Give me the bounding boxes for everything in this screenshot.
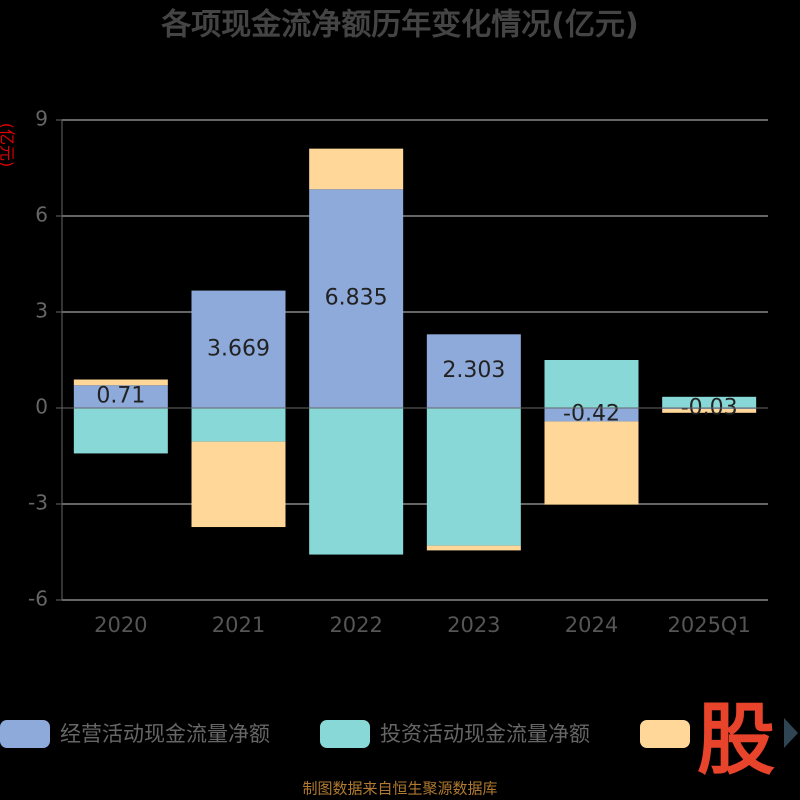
bar-segment [544,421,639,505]
watermark: 股 [697,695,775,785]
data-label: 6.835 [325,286,388,311]
bar-segment [73,408,168,454]
source-note: 制图数据来自恒生聚源数据库 [302,780,497,798]
x-tick-label: 2025Q1 [667,613,750,637]
bar-segment [426,408,521,546]
y-tick-label: -3 [28,491,48,515]
chart-title: 各项现金流净额历年变化情况(亿元) [160,8,638,43]
legend-swatch [0,720,50,748]
x-tick-label: 2023 [447,613,500,637]
data-label: 3.669 [207,336,270,361]
bar-segment [309,148,404,190]
bar-segment [426,545,521,551]
y-axis-label: (亿元) [0,123,17,168]
bar-segment [73,379,168,386]
bar-segment [544,360,639,408]
bar-segment [309,408,404,555]
y-tick-label: -6 [28,587,48,611]
data-label: 2.303 [442,358,505,383]
legend-next-arrow[interactable] [784,718,798,748]
bar-segment [544,408,639,422]
data-label: -0.42 [563,402,620,427]
bar-segment [191,441,286,528]
x-tick-label: 2022 [329,613,382,637]
legend-swatch [320,720,370,748]
bar-segment [191,408,286,442]
y-tick-label: 0 [35,395,48,419]
y-tick-label: 3 [35,299,48,323]
x-tick-label: 2021 [212,613,265,637]
x-tick-label: 2020 [94,613,147,637]
x-tick-label: 2024 [565,613,618,637]
bar-segment [191,290,286,408]
bar-segment [309,189,404,408]
data-label: 0.71 [96,384,145,409]
bar-segment [426,334,521,408]
bar-segment [73,385,168,408]
legend-swatch [640,720,690,748]
y-tick-label: 9 [35,107,48,131]
legend-label: 投资活动现金流量净额 [380,722,590,746]
bar-segment [662,408,757,413]
legend-label: 经营活动现金流量净额 [60,722,270,746]
bar-segment [662,396,757,408]
y-tick-label: 6 [35,203,48,227]
